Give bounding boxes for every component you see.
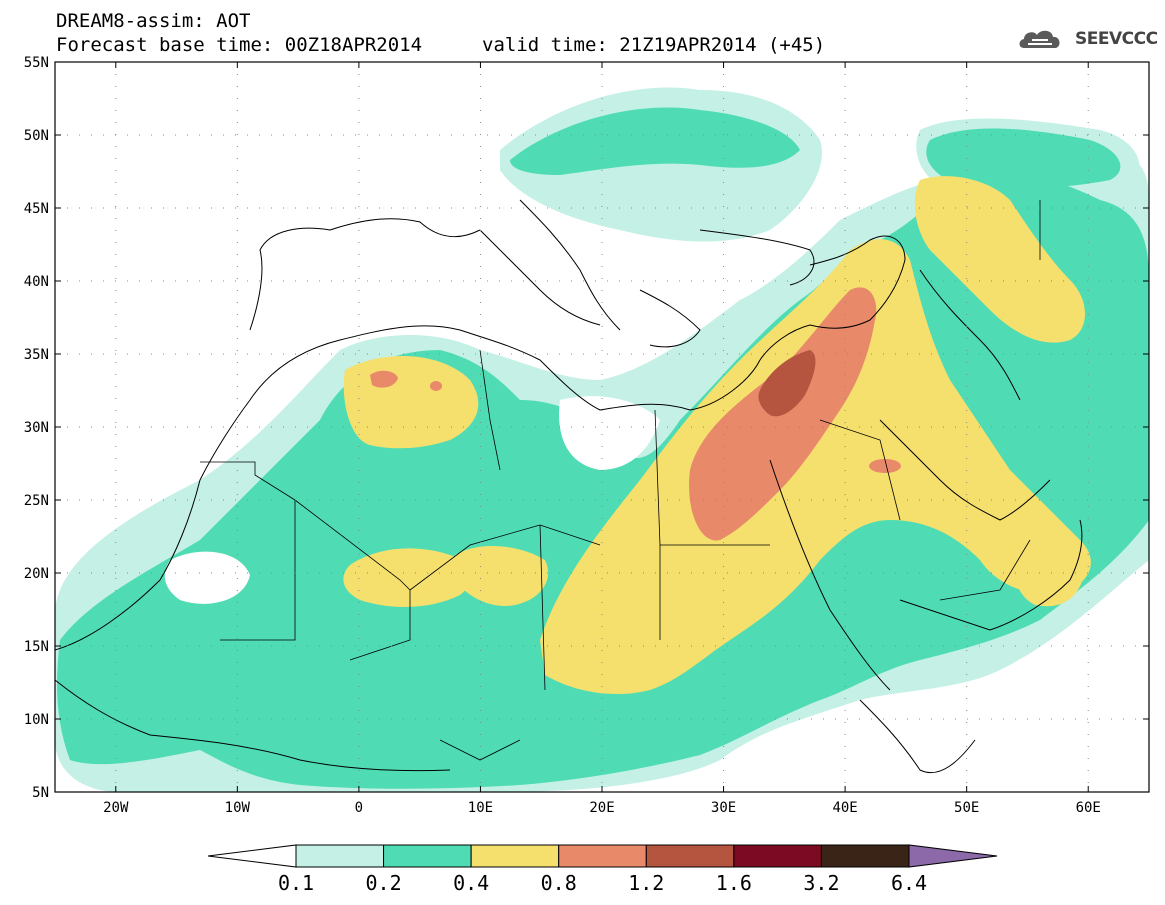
lat-label: 10N bbox=[24, 712, 49, 728]
graticule bbox=[55, 61, 1149, 793]
colorbar-label: 0.4 bbox=[453, 871, 489, 895]
colorbar-label: 6.4 bbox=[891, 871, 927, 895]
longitude-labels: 20W 10W 0 10E 20E 30E 40E 50E 60E bbox=[103, 800, 1101, 816]
lon-label: 0 bbox=[355, 800, 363, 816]
colorbar-label: 1.6 bbox=[716, 871, 752, 895]
seevccc-logo: SEEVCCC bbox=[1016, 26, 1158, 52]
lat-label: 25N bbox=[24, 493, 49, 509]
lat-label: 35N bbox=[24, 347, 49, 363]
colorbar-label: 0.2 bbox=[366, 871, 402, 895]
colorbar bbox=[207, 844, 998, 868]
lat-label: 15N bbox=[24, 639, 49, 655]
lat-label: 40N bbox=[24, 274, 49, 290]
colorbar-swatch bbox=[383, 844, 472, 868]
latitude-labels: 55N 50N 45N 40N 35N 30N 25N 20N 15N 10N 5N bbox=[24, 55, 49, 801]
colorbar-label: 0.8 bbox=[541, 871, 577, 895]
lon-label: 60E bbox=[1076, 800, 1101, 816]
colorbar-swatch bbox=[558, 844, 647, 868]
lat-label: 45N bbox=[24, 201, 49, 217]
aot-band-1.2 bbox=[758, 350, 816, 417]
lon-label: 10E bbox=[468, 800, 493, 816]
colorbar-label: 0.1 bbox=[278, 871, 314, 895]
colorbar-label: 1.2 bbox=[628, 871, 664, 895]
valid-time: valid time: 21Z19APR2014 (+45) bbox=[482, 34, 826, 56]
lon-label: 20E bbox=[589, 800, 614, 816]
lat-label: 5N bbox=[32, 785, 49, 801]
lon-label: 10W bbox=[225, 800, 251, 816]
colorbar-labels: 0.1 0.2 0.4 0.8 1.2 1.6 3.2 6.4 bbox=[278, 871, 927, 895]
forecast-base-time: Forecast base time: 00Z18APR2014 bbox=[56, 34, 423, 56]
logo-text: SEEVCCC bbox=[1075, 29, 1158, 49]
lon-label: 20W bbox=[103, 800, 129, 816]
colorbar-swatch bbox=[733, 844, 822, 868]
colorbar-label: 3.2 bbox=[803, 871, 839, 895]
colorbar-swatch bbox=[470, 844, 560, 868]
lon-label: 50E bbox=[954, 800, 979, 816]
aot-field bbox=[55, 87, 1149, 792]
map-title: DREAM8-assim: AOT bbox=[56, 10, 251, 32]
colorbar-min-arrow bbox=[207, 844, 297, 868]
lat-label: 30N bbox=[24, 420, 49, 436]
colorbar-swatch bbox=[820, 844, 910, 868]
colorbar-max-arrow bbox=[908, 844, 998, 868]
aot-low-area-2 bbox=[164, 551, 250, 604]
colorbar-swatch bbox=[645, 844, 735, 868]
lat-label: 55N bbox=[24, 55, 49, 71]
aot-band-0.4 bbox=[343, 176, 1091, 695]
aot-low-area bbox=[559, 396, 660, 470]
colorbar-swatch bbox=[295, 844, 385, 868]
coastlines bbox=[55, 199, 1083, 774]
lon-label: 40E bbox=[832, 800, 857, 816]
cloud-icon bbox=[1019, 30, 1060, 48]
country-borders bbox=[200, 200, 1041, 761]
lat-label: 50N bbox=[24, 128, 49, 144]
lat-label: 20N bbox=[24, 566, 49, 582]
lon-label: 30E bbox=[711, 800, 736, 816]
